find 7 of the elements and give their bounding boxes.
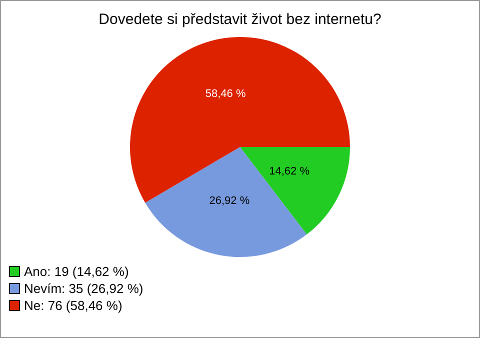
chart-title: Dovedete si představit život bez internetu? [98, 11, 382, 28]
legend-label: Ano: 19 (14,62 %) [24, 264, 129, 279]
data-label: 14,62 % [269, 165, 310, 178]
legend-label: Ne: 76 (58,46 %) [24, 298, 122, 313]
data-label: 58,46 % [205, 88, 246, 100]
legend-label: Nevím: 35 (26,92 %) [24, 281, 144, 296]
data-label: 26,92 % [209, 195, 250, 208]
